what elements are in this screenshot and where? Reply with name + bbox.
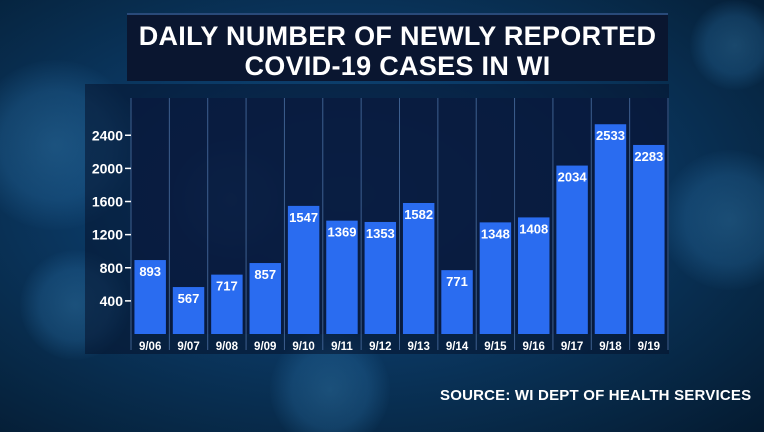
data-label: 893 bbox=[139, 264, 161, 279]
x-tick-label: 9/16 bbox=[523, 341, 545, 353]
y-tick-label: 1600 bbox=[92, 194, 123, 210]
data-label: 857 bbox=[254, 267, 276, 282]
data-label: 1582 bbox=[404, 207, 433, 222]
virus-decoration-icon bbox=[660, 150, 764, 290]
bar bbox=[211, 274, 243, 334]
bar bbox=[556, 165, 588, 334]
data-label: 1353 bbox=[366, 226, 395, 241]
x-tick-label: 9/11 bbox=[331, 341, 353, 353]
source-note: SOURCE: WI DEPT OF HEALTH SERVICES bbox=[440, 387, 752, 404]
virus-decoration-icon bbox=[690, 0, 764, 90]
y-tick-label: 800 bbox=[100, 260, 124, 276]
chart-title-line-1: DAILY NUMBER OF NEWLY REPORTED bbox=[138, 21, 657, 51]
x-tick-label: 9/10 bbox=[292, 341, 314, 353]
x-tick-label: 9/19 bbox=[638, 341, 660, 353]
bar bbox=[364, 221, 397, 334]
data-label: 2533 bbox=[596, 128, 625, 143]
x-tick-label: 9/07 bbox=[177, 341, 199, 353]
x-tick-label: 9/06 bbox=[139, 341, 161, 353]
x-tick-label: 9/08 bbox=[216, 341, 239, 353]
bar bbox=[249, 263, 281, 334]
chart-title-box: DAILY NUMBER OF NEWLY REPORTED COVID-19 … bbox=[127, 13, 668, 81]
x-tick-label: 9/09 bbox=[254, 341, 276, 353]
x-tick-label: 9/14 bbox=[446, 341, 469, 353]
x-tick-label: 9/18 bbox=[599, 341, 622, 353]
data-label: 2283 bbox=[634, 149, 663, 164]
y-tick-label: 2000 bbox=[92, 160, 123, 176]
data-label: 1369 bbox=[328, 225, 357, 240]
bar bbox=[402, 202, 435, 334]
x-tick-label: 9/15 bbox=[484, 341, 507, 353]
data-label: 1547 bbox=[289, 210, 318, 225]
bar bbox=[479, 222, 512, 334]
bar bbox=[172, 287, 205, 334]
data-label: 2034 bbox=[558, 170, 588, 185]
x-tick-label: 9/13 bbox=[407, 341, 429, 353]
data-label: 1348 bbox=[481, 226, 510, 241]
bar bbox=[518, 217, 550, 334]
data-label: 771 bbox=[446, 274, 468, 289]
x-tick-label: 9/12 bbox=[369, 341, 391, 353]
bar bbox=[441, 270, 473, 334]
y-tick-label: 2400 bbox=[92, 127, 123, 143]
y-tick-label: 1200 bbox=[92, 227, 123, 243]
bar bbox=[326, 220, 358, 334]
data-label: 717 bbox=[216, 279, 238, 294]
bar bbox=[633, 144, 665, 334]
bar bbox=[594, 124, 627, 335]
chart-title-line-2: COVID-19 CASES IN WI bbox=[244, 51, 551, 81]
x-tick-label: 9/17 bbox=[561, 341, 583, 353]
bar bbox=[134, 260, 166, 334]
data-label: 567 bbox=[178, 291, 200, 306]
y-tick-label: 400 bbox=[100, 293, 124, 309]
bar bbox=[287, 205, 320, 334]
data-label: 1408 bbox=[519, 221, 548, 236]
